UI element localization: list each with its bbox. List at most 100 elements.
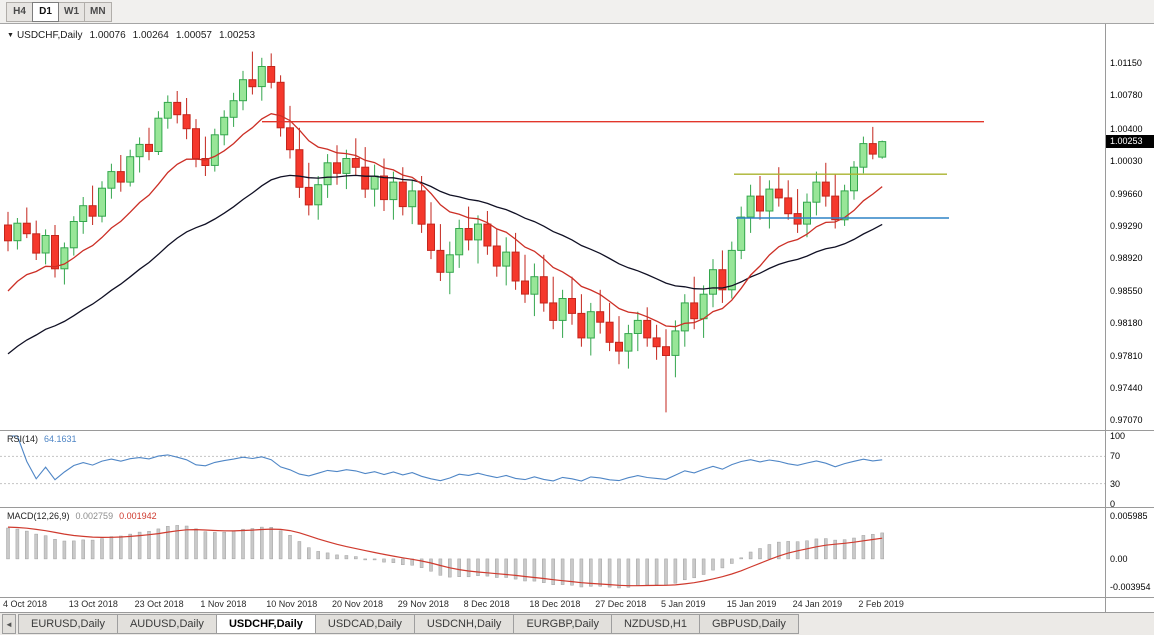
ohlc-close-value: 1.00253 (218, 30, 256, 41)
macd-axis-label: 0.00 (1110, 553, 1128, 564)
candle (727, 241, 736, 299)
rsi-axis-label: 70 (1110, 451, 1121, 462)
date-axis-label: 5 Jan 2019 (661, 599, 706, 609)
candle (464, 206, 473, 251)
date-axis[interactable]: 4 Oct 2018 13 Oct 2018 23 Oct 2018 1 Nov 20… (0, 598, 1105, 612)
timeframe-button-w1[interactable]: W1 (58, 1, 85, 22)
price-axis-label: 0.98920 (1110, 253, 1143, 264)
macd-axis-label: -0.003954 (1110, 582, 1151, 592)
macd-histogram (6, 525, 884, 589)
price-axis-label: 0.98550 (1110, 285, 1143, 296)
candle (605, 302, 614, 352)
candle (643, 307, 652, 347)
date-axis-label: 20 Nov 2018 (332, 599, 384, 609)
candle (586, 302, 595, 356)
chart-symbol-label: USDCHF,Daily (16, 30, 83, 41)
candle (276, 75, 285, 137)
candle (417, 176, 426, 233)
macd-pane-divider[interactable] (0, 507, 1154, 508)
price-chart-canvas[interactable] (0, 24, 1105, 430)
candle (333, 145, 341, 185)
macd-indicator-canvas[interactable] (0, 508, 1105, 597)
candle (248, 51, 257, 95)
chart-dropdown-icon[interactable]: ▼ (7, 32, 14, 39)
ohlc-low-value: 1.00057 (175, 30, 212, 41)
timeframe-button-h4[interactable]: H4 (6, 1, 33, 22)
candle (812, 171, 821, 216)
date-axis-label: 27 Dec 2018 (595, 599, 647, 609)
candle (408, 180, 417, 225)
candle (624, 324, 633, 369)
candle (821, 162, 830, 207)
chart-tab-eurusd-daily[interactable]: EURUSD,Daily (18, 614, 118, 634)
macd-signal-line (7, 526, 883, 587)
macd-signal-current-value: 0.001942 (119, 511, 157, 521)
candle (295, 127, 304, 198)
candle (793, 189, 802, 233)
candle (568, 276, 576, 325)
candle (539, 254, 548, 312)
price-axis-label: 0.97810 (1110, 350, 1143, 361)
chart-tab-usdcad-daily[interactable]: USDCAD,Daily (314, 614, 415, 634)
candle (361, 147, 370, 198)
candle (257, 57, 266, 101)
candle (577, 294, 586, 347)
price-axis-label: 0.97070 (1110, 415, 1143, 426)
timeframe-toolbar: H4 D1 W1 MN (0, 0, 1154, 24)
timeframe-button-d1[interactable]: D1 (32, 1, 59, 22)
chart-tab-eurgbp-daily[interactable]: EURGBP,Daily (513, 614, 612, 634)
candle (502, 237, 511, 286)
candle (690, 276, 699, 330)
ma-slow-line (7, 174, 883, 355)
chart-tab-usdchf-daily[interactable]: USDCHF,Daily (215, 614, 316, 634)
rsi-current-value: 64.1631 (44, 434, 77, 444)
chart-tab-audusd-daily[interactable]: AUDUSD,Daily (116, 614, 217, 634)
rsi-indicator-canvas[interactable] (0, 431, 1105, 507)
chart-tab-nzdusd-h1[interactable]: NZDUSD,H1 (610, 614, 700, 634)
candle (530, 263, 539, 317)
candle (784, 180, 793, 220)
price-axis[interactable]: 1.01150 1.00780 1.00400 1.00030 0.99660 0.992… (1105, 24, 1154, 612)
candle (135, 137, 144, 173)
price-axis-label: 1.00030 (1110, 156, 1143, 167)
timeframe-button-mn[interactable]: MN (84, 1, 112, 22)
rsi-axis-label: 0 (1110, 499, 1116, 509)
price-axis-label: 1.01150 (1110, 58, 1142, 68)
rsi-indicator-name: RSI(14) (7, 434, 39, 444)
chart-tab-bar: ◄ EURUSD,Daily AUDUSD,Daily USDCHF,Daily US… (0, 612, 1154, 635)
candle (98, 181, 106, 223)
macd-axis-label: 0.005985 (1110, 511, 1148, 522)
candle (521, 254, 529, 303)
ohlc-high-value: 1.00264 (132, 30, 169, 41)
candle (633, 311, 642, 352)
date-axis-label: 23 Oct 2018 (134, 599, 184, 609)
candle (436, 224, 445, 281)
candle (107, 163, 116, 199)
date-axis-label: 4 Oct 2018 (3, 599, 48, 609)
candle (615, 316, 623, 365)
tab-scroll-left-button[interactable]: ◄ (2, 614, 16, 634)
candle (173, 91, 182, 124)
candle (116, 155, 125, 192)
date-axis-label: 2 Feb 2019 (858, 599, 904, 609)
candle (41, 229, 50, 265)
candle (154, 111, 163, 155)
ohlc-open-value: 1.00076 (89, 30, 126, 41)
candle (803, 193, 811, 238)
price-axis-label: 1.00400 (1110, 123, 1143, 134)
candle (32, 220, 41, 260)
candle (229, 92, 238, 127)
candle (511, 232, 520, 290)
date-axis-label: 8 Dec 2018 (463, 599, 510, 609)
candle (680, 294, 689, 347)
price-axis-label: 0.99290 (1110, 220, 1143, 231)
candle (558, 289, 567, 338)
price-axis-label: 1.00780 (1110, 90, 1143, 101)
date-axis-label: 18 Dec 2018 (529, 599, 581, 609)
chart-tab-gbpusd-daily[interactable]: GBPUSD,Daily (698, 614, 799, 634)
candle (351, 138, 360, 176)
candle (267, 53, 276, 89)
price-axis-label: 0.99660 (1110, 188, 1143, 199)
chart-tab-usdcnh-daily[interactable]: USDCNH,Daily (413, 614, 515, 634)
rsi-pane-divider[interactable] (0, 430, 1154, 431)
